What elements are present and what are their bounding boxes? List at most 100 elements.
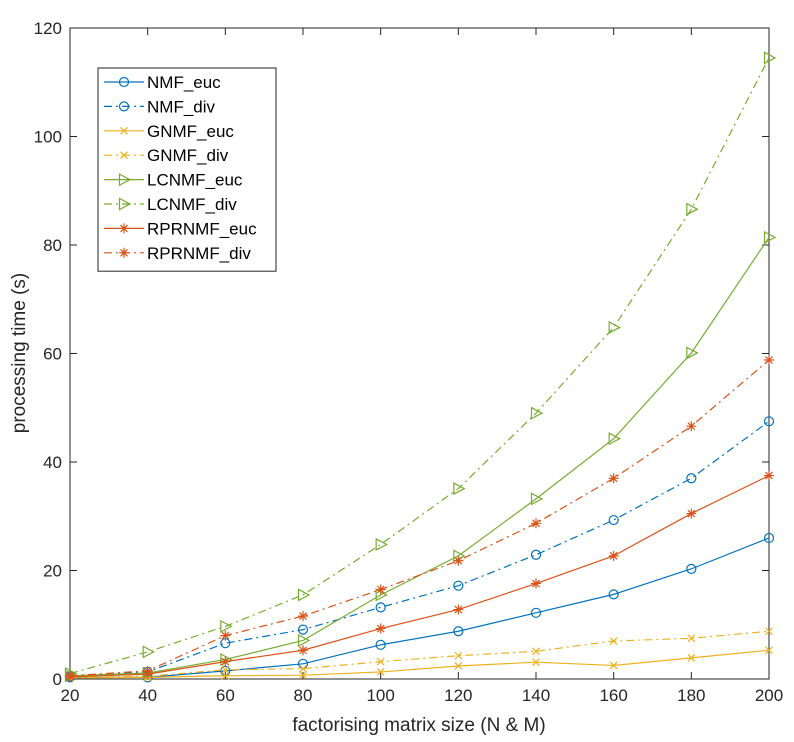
series-rprnmf-div xyxy=(65,355,774,681)
data-point-gnmf-div xyxy=(765,627,773,636)
x-tick-label: 60 xyxy=(216,686,235,705)
legend-marker xyxy=(119,223,129,234)
legend-item-lcnmf-euc: LCNMF_euc xyxy=(104,171,243,190)
data-point-rprnmf-div xyxy=(608,473,619,484)
data-point-gnmf-div xyxy=(221,665,230,674)
series-line-nmf-div xyxy=(69,420,770,677)
data-point-gnmf-div xyxy=(376,657,385,666)
legend-label: NMF_div xyxy=(147,97,216,116)
series-gnmf-div xyxy=(66,627,773,682)
y-axis-label: processing time (s) xyxy=(9,273,30,434)
axes: 20 40 60 80 100 120 140 160 180 20002040608010012… xyxy=(34,19,784,705)
legend-marker xyxy=(118,173,132,187)
data-point-rprnmf-euc xyxy=(220,656,231,667)
data-point-gnmf-euc xyxy=(299,671,307,680)
x-tick-label: 120 xyxy=(444,686,472,705)
series-line-rprnmf-div xyxy=(69,359,770,677)
data-point-rprnmf-euc xyxy=(764,470,774,481)
data-point-gnmf-euc xyxy=(765,646,773,655)
series-rprnmf-euc xyxy=(65,470,774,682)
data-point-gnmf-div xyxy=(299,664,307,673)
data-point-gnmf-euc xyxy=(609,661,618,670)
data-point-rprnmf-div xyxy=(220,630,231,641)
data-point-rprnmf-div xyxy=(453,555,464,566)
data-point-rprnmf-div xyxy=(531,518,541,529)
legend-item-rprnmf-euc: RPRNMF_euc xyxy=(104,219,257,238)
data-point-rprnmf-euc xyxy=(375,623,386,634)
y-tick-label: 100 xyxy=(34,128,62,147)
x-tick-label: 100 xyxy=(366,686,394,705)
data-point-rprnmf-div xyxy=(65,670,75,681)
series-lcnmf-div xyxy=(64,51,777,681)
data-point-lcnmf-div xyxy=(453,482,466,496)
data-point-rprnmf-div xyxy=(764,355,774,366)
data-point-lcnmf-div xyxy=(686,202,699,216)
data-point-rprnmf-euc xyxy=(453,604,464,615)
data-point-lcnmf-euc xyxy=(297,633,311,647)
legend-label: RPRNMF_euc xyxy=(147,219,257,238)
legend-label: GNMF_euc xyxy=(147,122,234,141)
data-point-rprnmf-euc xyxy=(531,578,541,589)
data-point-gnmf-div xyxy=(454,651,463,660)
legend: NMF_euc NMF_div GNMF_euc GNMF_div LCNMF_euc L… xyxy=(97,67,277,272)
legend-label: RPRNMF_div xyxy=(147,244,251,263)
legend-label: LCNMF_euc xyxy=(147,171,243,190)
legend-marker xyxy=(120,126,128,135)
data-point-nmf-div xyxy=(608,514,619,526)
legend-marker xyxy=(119,247,129,258)
data-point-nmf-div xyxy=(530,549,542,560)
data-point-lcnmf-div xyxy=(530,406,544,420)
data-point-lcnmf-div xyxy=(142,645,155,659)
series-nmf-div xyxy=(64,416,775,682)
data-point-nmf-euc xyxy=(453,626,464,637)
legend-marker xyxy=(118,76,130,88)
data-point-lcnmf-euc xyxy=(453,549,466,563)
data-point-lcnmf-div xyxy=(763,51,777,65)
data-point-rprnmf-euc xyxy=(686,508,697,519)
data-point-rprnmf-euc xyxy=(298,645,308,656)
legend-label: LCNMF_div xyxy=(147,195,237,214)
data-point-nmf-div xyxy=(763,416,775,427)
data-point-nmf-div xyxy=(375,602,386,613)
x-axis-label: factorising matrix size (N & M) xyxy=(292,715,545,736)
x-tick-label: 200 xyxy=(755,686,783,705)
legend-item-rprnmf-div: RPRNMF_div xyxy=(104,244,251,263)
data-point-lcnmf-euc xyxy=(375,588,388,602)
x-tick-label: 160 xyxy=(599,686,627,705)
legend-item-lcnmf-div: LCNMF_div xyxy=(104,195,237,214)
data-point-nmf-euc xyxy=(375,639,386,650)
legend-label: GNMF_div xyxy=(147,146,229,165)
data-point-gnmf-euc xyxy=(687,653,696,662)
series-line-lcnmf-div xyxy=(69,57,770,675)
data-point-nmf-div xyxy=(297,624,309,635)
y-tick-label: 60 xyxy=(43,345,62,364)
legend-marker xyxy=(118,197,132,211)
legend-item-nmf-div: NMF_div xyxy=(104,97,216,116)
data-point-gnmf-div xyxy=(609,637,618,645)
x-tick-label: 180 xyxy=(677,686,705,705)
data-point-lcnmf-div xyxy=(297,588,311,602)
y-tick-label: 80 xyxy=(43,236,62,255)
data-point-lcnmf-euc xyxy=(686,346,699,360)
legend-item-nmf-euc: NMF_euc xyxy=(104,73,221,92)
data-point-rprnmf-div xyxy=(142,665,153,676)
y-tick-label: 20 xyxy=(43,562,62,581)
data-point-rprnmf-div xyxy=(686,421,697,432)
y-tick-label: 0 xyxy=(53,670,62,689)
series-line-gnmf-euc xyxy=(69,649,770,679)
x-tick-label: 80 xyxy=(294,686,313,705)
series-line-nmf-euc xyxy=(70,537,770,678)
data-point-lcnmf-div xyxy=(608,320,621,334)
legend-label: NMF_euc xyxy=(147,73,221,92)
data-point-gnmf-euc xyxy=(532,658,540,667)
data-point-rprnmf-div xyxy=(375,584,386,595)
data-point-nmf-div xyxy=(686,473,697,484)
data-point-gnmf-div xyxy=(532,647,540,656)
data-point-lcnmf-euc xyxy=(763,230,777,244)
data-point-nmf-euc xyxy=(763,532,775,544)
data-point-rprnmf-div xyxy=(298,611,308,622)
series-line-rprnmf-euc xyxy=(69,475,770,678)
data-point-lcnmf-div xyxy=(220,619,233,633)
